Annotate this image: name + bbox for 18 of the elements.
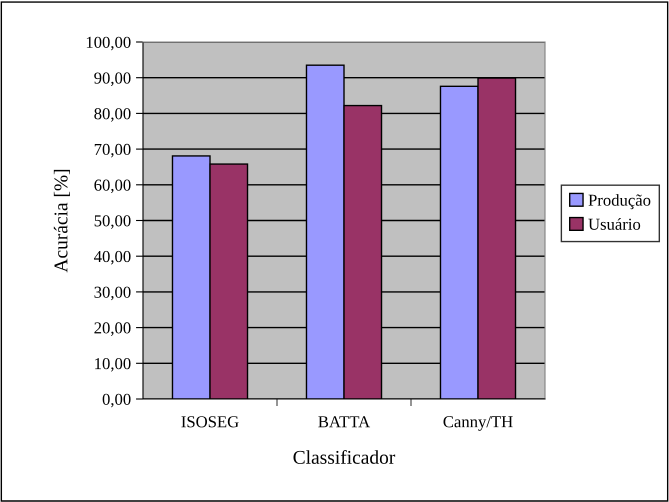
y-tick-label: 10,00 — [95, 358, 131, 372]
y-tick-label: 90,00 — [94, 72, 131, 86]
x-axis-title: Classificador — [294, 450, 396, 464]
x-tick-label: Canny/TH — [444, 416, 513, 431]
y-tick-label: 30,00 — [94, 286, 131, 300]
legend-label: Produção — [588, 194, 650, 210]
legend-label: Usuário — [588, 218, 640, 230]
y-tick-label: 20,00 — [94, 322, 131, 336]
y-tick-label: 80,00 — [94, 108, 131, 122]
y-tick-label: 0,00 — [102, 394, 131, 408]
y-tick-label: 70,00 — [94, 144, 131, 158]
y-axis-title: Acurácia [%] — [54, 170, 70, 272]
x-tick-label: ISOSEG — [181, 416, 239, 428]
y-tick-label: 100,00 — [86, 36, 131, 50]
y-tick-label: 50,00 — [94, 215, 131, 229]
x-tick-label: BATTA — [318, 416, 370, 428]
y-tick-label: 60,00 — [94, 180, 131, 194]
y-tick-label: 40,00 — [94, 250, 131, 265]
